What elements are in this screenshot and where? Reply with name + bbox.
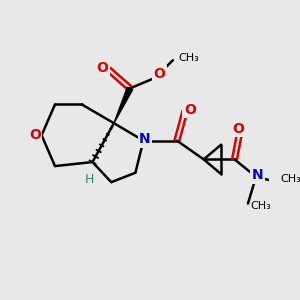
- Text: O: O: [184, 103, 196, 117]
- Text: O: O: [154, 67, 165, 81]
- Text: N: N: [139, 132, 151, 146]
- Text: O: O: [232, 122, 244, 136]
- Text: N: N: [251, 169, 263, 182]
- Text: CH₃: CH₃: [178, 52, 199, 62]
- Text: H: H: [85, 173, 94, 186]
- Text: O: O: [97, 61, 109, 75]
- Polygon shape: [114, 87, 133, 123]
- Text: O: O: [29, 128, 41, 142]
- Text: CH₃: CH₃: [280, 175, 300, 184]
- Text: CH₃: CH₃: [250, 201, 272, 211]
